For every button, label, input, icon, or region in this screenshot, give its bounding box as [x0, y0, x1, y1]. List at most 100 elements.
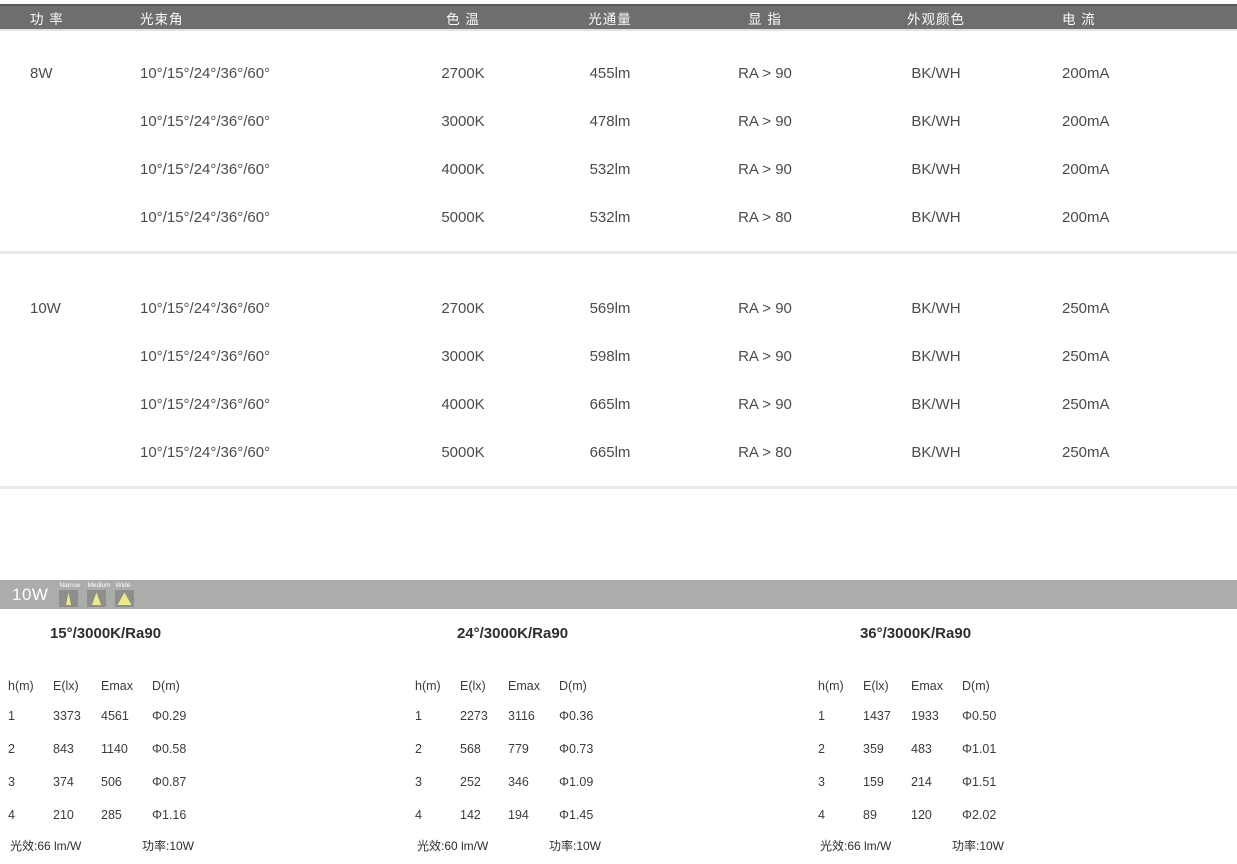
photometry-header-cell: E(lx)	[863, 679, 889, 693]
efficacy-value: 光效:60 lm/W	[417, 839, 489, 853]
photometry-cell: 194	[508, 807, 529, 822]
photometry-cell: 483	[911, 741, 932, 756]
photometry-cell: Φ1.45	[559, 807, 594, 822]
photometry-table-header: h(m) E(lx) Emax D(m)	[818, 677, 1013, 695]
spec-cell-beam: 10°/15°/24°/36°/60°	[140, 64, 271, 82]
spec-row: 10W 10°/15°/24°/36°/60° 2700K 569lm RA > 90 B…	[0, 284, 1237, 332]
photometry-cell: Φ0.87	[152, 774, 187, 789]
spec-cell-flux: 598lm	[589, 347, 631, 365]
efficacy-value: 光效:66 lm/W	[10, 839, 82, 853]
spec-group: 8W 10°/15°/24°/36°/60° 2700K 455lm RA > 90 BK…	[0, 31, 1237, 241]
photometry-header-cell: Emax	[101, 679, 133, 693]
photometry-cell: 1933	[911, 708, 939, 723]
photometry-header-cell: Emax	[508, 679, 540, 693]
beam-icon-label: Narrow	[59, 582, 81, 589]
spec-table-header: 功 率 光束角 色 温 光通量 显 指 外观颜色 电 流	[0, 4, 1237, 31]
photometry-row: 2 568 779 Φ0.73	[415, 732, 610, 765]
spec-cell-cct: 2700K	[441, 299, 485, 317]
spec-cell-flux: 665lm	[589, 395, 631, 413]
spec-cell-flux: 665lm	[589, 443, 631, 461]
strip-power-label: 10W	[12, 584, 49, 604]
beam-icon-glyph	[59, 590, 79, 607]
photometry-cell: 1	[8, 708, 15, 723]
photometry-table-rows: 1 2273 3116 Φ0.36 2 568 779 Φ0.73 3 252 346 Φ1.09 4 1…	[415, 699, 610, 831]
spec-header-cell: 功 率	[30, 11, 64, 27]
photometry-cell: 252	[460, 774, 481, 789]
spec-cell-color: BK/WH	[911, 64, 961, 82]
spec-cell-cri: RA > 90	[738, 112, 792, 130]
spec-cell-beam: 10°/15°/24°/36°/60°	[140, 395, 271, 413]
photometry-cell: Φ2.02	[962, 807, 997, 822]
spec-cell-cct: 4000K	[441, 395, 485, 413]
photometry-table-footer: 光效:66 lm/W 功率:10W	[8, 835, 198, 864]
photometry-strip: 10W Narrow Medium Wide	[0, 580, 1237, 609]
photometry-cell: Φ1.16	[152, 807, 187, 822]
photometry-cell: 210	[53, 807, 74, 822]
photometry-cell: 3116	[508, 708, 535, 723]
spec-cell-beam: 10°/15°/24°/36°/60°	[140, 443, 271, 461]
spec-cell-color: BK/WH	[911, 347, 961, 365]
spec-row: 10°/15°/24°/36°/60° 5000K 532lm RA > 80 BK/W…	[0, 193, 1237, 241]
photometry-cell: Φ1.51	[962, 774, 997, 789]
photometry-cell: 1	[415, 708, 422, 723]
spec-cell-cri: RA > 90	[738, 160, 792, 178]
spec-cell-cct: 5000K	[441, 208, 485, 226]
beam-icon-glyph	[115, 590, 135, 607]
beam-icons: Narrow Medium Wide	[59, 580, 135, 609]
efficacy-value: 光效:66 lm/W	[820, 839, 892, 853]
narrow-beam-icon: Narrow	[59, 582, 81, 607]
photometry-cell: 159	[863, 774, 884, 789]
photometry-table-header: h(m) E(lx) Emax D(m)	[8, 677, 203, 695]
spec-cell-current: 250mA	[1062, 299, 1110, 317]
spec-header-cell: 光通量	[588, 11, 632, 27]
photometry-row: 2 843 1140 Φ0.58	[8, 732, 203, 765]
spec-row: 10°/15°/24°/36°/60° 3000K 478lm RA > 90 BK/W…	[0, 97, 1237, 145]
photometry-table-header: h(m) E(lx) Emax D(m)	[415, 677, 610, 695]
spec-cell-flux: 532lm	[589, 160, 631, 178]
spec-cell-beam: 10°/15°/24°/36°/60°	[140, 112, 271, 130]
photometry-header-cell: D(m)	[962, 679, 990, 693]
photometry-cell: 120	[911, 807, 932, 822]
spec-cell-cri: RA > 90	[738, 299, 792, 317]
spec-row: 10°/15°/24°/36°/60° 3000K 598lm RA > 90 BK/W…	[0, 332, 1237, 380]
wide-beam-icon: Wide	[115, 582, 135, 607]
photometry-cell: 4561	[101, 708, 129, 723]
section-divider	[0, 251, 1237, 254]
photometry-table-title: 15°/3000K/Ra90	[49, 625, 162, 642]
photometry-cell: 1140	[101, 741, 128, 756]
spec-cell-current: 250mA	[1062, 347, 1110, 365]
spec-header-cell: 色 温	[446, 11, 480, 27]
photometry-cell: 89	[863, 807, 877, 822]
medium-beam-icon: Medium	[87, 582, 111, 607]
photometry-row: 1 1437 1933 Φ0.50	[818, 699, 1013, 732]
photometry-header-cell: h(m)	[8, 679, 34, 693]
spec-cell-current: 200mA	[1062, 208, 1110, 226]
spec-header-cell: 电 流	[1062, 11, 1096, 27]
photometry-cell: 3	[415, 774, 422, 789]
spec-cell-beam: 10°/15°/24°/36°/60°	[140, 208, 271, 226]
spec-cell-current: 200mA	[1062, 112, 1110, 130]
photometry-cell: 2	[818, 741, 825, 756]
spec-cell-flux: 532lm	[589, 208, 631, 226]
photometry-row: 3 159 214 Φ1.51	[818, 765, 1013, 798]
photometry-header-cell: h(m)	[415, 679, 441, 693]
spec-header-cell: 光束角	[140, 11, 184, 27]
spec-row: 10°/15°/24°/36°/60° 5000K 665lm RA > 80 BK/W…	[0, 428, 1237, 476]
photometry-row: 1 2273 3116 Φ0.36	[415, 699, 610, 732]
spec-cell-flux: 478lm	[589, 112, 631, 130]
photometry-header-cell: E(lx)	[53, 679, 79, 693]
photometry-cell: 346	[508, 774, 529, 789]
spec-cell-cct: 3000K	[441, 347, 485, 365]
photometry-header-cell: h(m)	[818, 679, 844, 693]
photometry-header-cell: E(lx)	[460, 679, 486, 693]
spec-cell-cri: RA > 90	[738, 347, 792, 365]
photometry-cell: 4	[8, 807, 15, 822]
spec-cell-beam: 10°/15°/24°/36°/60°	[140, 299, 271, 317]
spec-cell-color: BK/WH	[911, 299, 961, 317]
photometry-row: 4 142 194 Φ1.45	[415, 798, 610, 831]
photometry-table-footer: 光效:66 lm/W 功率:10W	[818, 835, 1008, 864]
photometry-row: 1 3373 4561 Φ0.29	[8, 699, 203, 732]
spec-cell-current: 200mA	[1062, 160, 1110, 178]
spec-cell-current: 250mA	[1062, 443, 1110, 461]
